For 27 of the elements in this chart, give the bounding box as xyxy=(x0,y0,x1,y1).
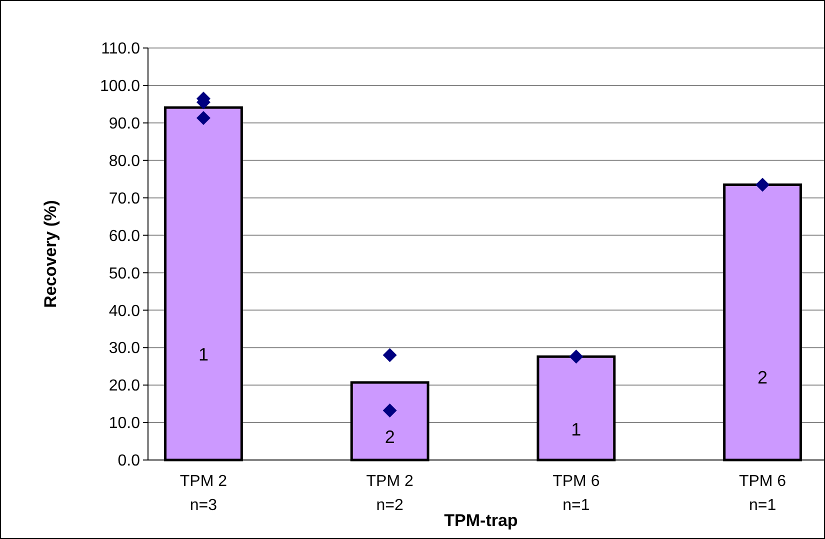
y-tick-label: 40.0 xyxy=(108,302,140,320)
point xyxy=(382,404,397,418)
x-tick-label: TPM 2 n=2 xyxy=(366,473,414,514)
annotation: 2 xyxy=(758,368,768,388)
x-axis-title: TPM-trap xyxy=(444,511,518,530)
y-tick-label: 0.0 xyxy=(118,452,140,470)
x-tick-label: TPM 2 n=3 xyxy=(180,473,228,514)
point xyxy=(756,178,770,192)
y-tick-label: 30.0 xyxy=(108,340,140,358)
y-tick-label: 90.0 xyxy=(108,116,140,133)
y-tick-label: 50.0 xyxy=(108,265,140,282)
annotation: 1 xyxy=(571,419,582,440)
point xyxy=(569,350,584,364)
x-tick-label: TPM 6 n=1 xyxy=(552,473,600,514)
y-tick-label: 20.0 xyxy=(108,378,140,395)
annotation: 2 xyxy=(384,427,395,448)
x-tick-label: TPM 6 n=1 xyxy=(738,473,786,514)
y-tick-label: 110.0 xyxy=(101,40,140,58)
y-tick-label: 70.0 xyxy=(108,190,140,208)
point xyxy=(196,111,210,126)
annotation: 1 xyxy=(198,344,208,365)
y-tick-label: 10.0 xyxy=(108,415,140,432)
point xyxy=(382,348,397,362)
y-tick-label: 100.0 xyxy=(100,78,140,96)
y-tick-label: 80.0 xyxy=(108,152,140,170)
y-tick-label: 60.0 xyxy=(108,228,140,245)
y-axis-title: Recovery (%) xyxy=(41,200,60,308)
